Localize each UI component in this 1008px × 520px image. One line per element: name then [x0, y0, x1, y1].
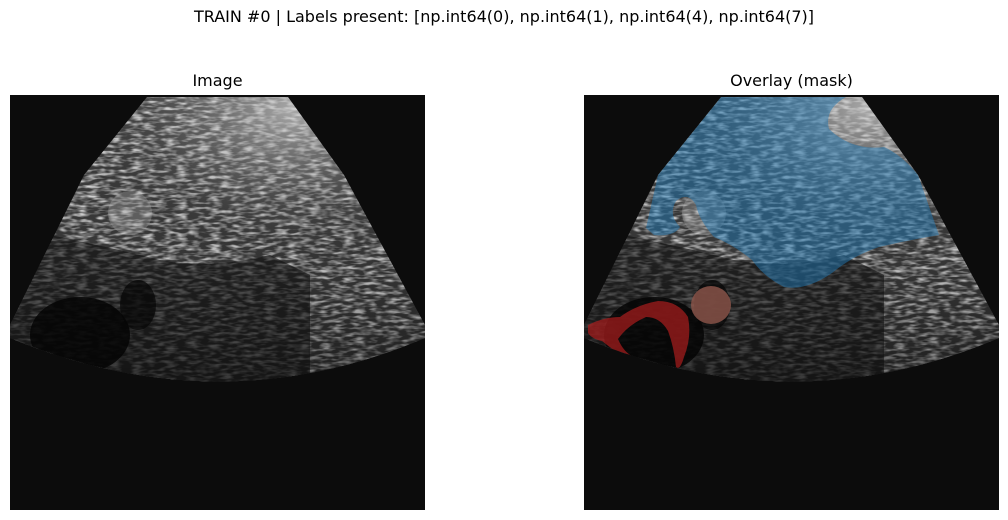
overlay-image [584, 95, 999, 510]
figure-suptitle: TRAIN #0 | Labels present: [np.int64(0),… [193, 7, 815, 26]
overlay-panel-title: Overlay (mask) [730, 71, 853, 90]
image-panel [10, 95, 425, 510]
image-panel-title: Image [192, 71, 243, 90]
mask-region-label-4 [691, 286, 731, 324]
overlay-panel [584, 95, 999, 510]
mask-region-label-1 [646, 97, 939, 288]
mask-region-label-7 [588, 301, 690, 368]
ultrasound-image [10, 95, 425, 510]
